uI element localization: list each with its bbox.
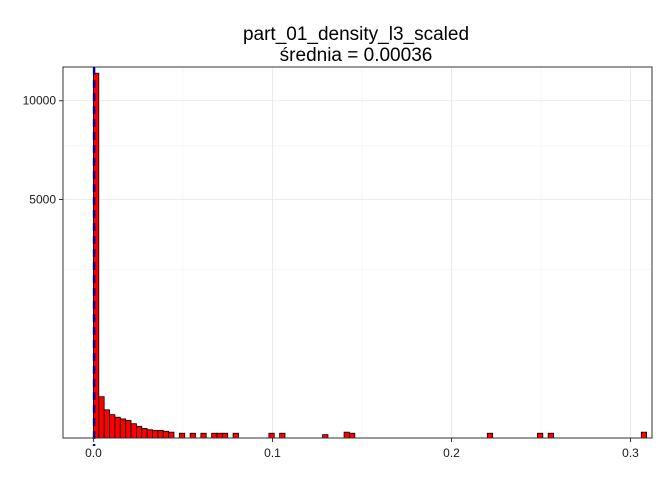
histogram-bar	[162, 430, 170, 439]
histogram-bar	[640, 431, 648, 439]
histogram-bar	[211, 432, 218, 439]
histogram-bar	[349, 432, 356, 439]
y-tick-label: 5000	[29, 193, 56, 207]
histogram-bar	[232, 432, 239, 439]
histogram-bar	[114, 416, 121, 439]
plot-border	[62, 66, 653, 439]
histogram-bar	[268, 432, 275, 439]
histogram-bar	[200, 432, 207, 439]
histogram-bar	[98, 396, 105, 439]
histogram-bar	[216, 432, 223, 439]
histogram-bar	[157, 430, 164, 439]
grid	[63, 67, 652, 438]
histogram-bar	[103, 409, 110, 439]
histogram-bar	[119, 418, 127, 439]
chart-subtitle: średnia = 0.00036	[280, 45, 433, 66]
histogram-bar	[537, 432, 544, 439]
bars	[93, 72, 648, 439]
x-tick-label: 0.3	[622, 446, 639, 460]
histogram-bar	[152, 430, 159, 439]
histogram-bar	[343, 431, 350, 439]
x-tick-label: 0.0	[85, 446, 102, 460]
x-tick-label: 0.2	[443, 446, 460, 460]
y-axis: 5000 10000	[23, 94, 63, 207]
x-tick-label: 0.1	[264, 446, 281, 460]
histogram-bar	[189, 432, 196, 439]
histogram-bar	[221, 432, 229, 439]
x-axis: 0.0 0.1 0.2 0.3	[85, 438, 639, 460]
histogram-bar	[322, 434, 329, 439]
histogram-bar	[136, 425, 143, 439]
histogram-bar	[141, 428, 148, 439]
histogram-bar	[130, 423, 137, 439]
histogram-bar	[168, 431, 175, 439]
histogram-bar	[125, 420, 132, 439]
chart-title: part_01_density_l3_scaled	[243, 24, 469, 45]
histogram-bar	[109, 414, 116, 439]
y-tick-label: 10000	[23, 94, 57, 108]
histogram-bar	[547, 432, 554, 439]
histogram-bar	[178, 432, 186, 439]
histogram-bar	[486, 432, 494, 439]
histogram-bar	[146, 429, 153, 439]
histogram-bar	[279, 432, 286, 439]
